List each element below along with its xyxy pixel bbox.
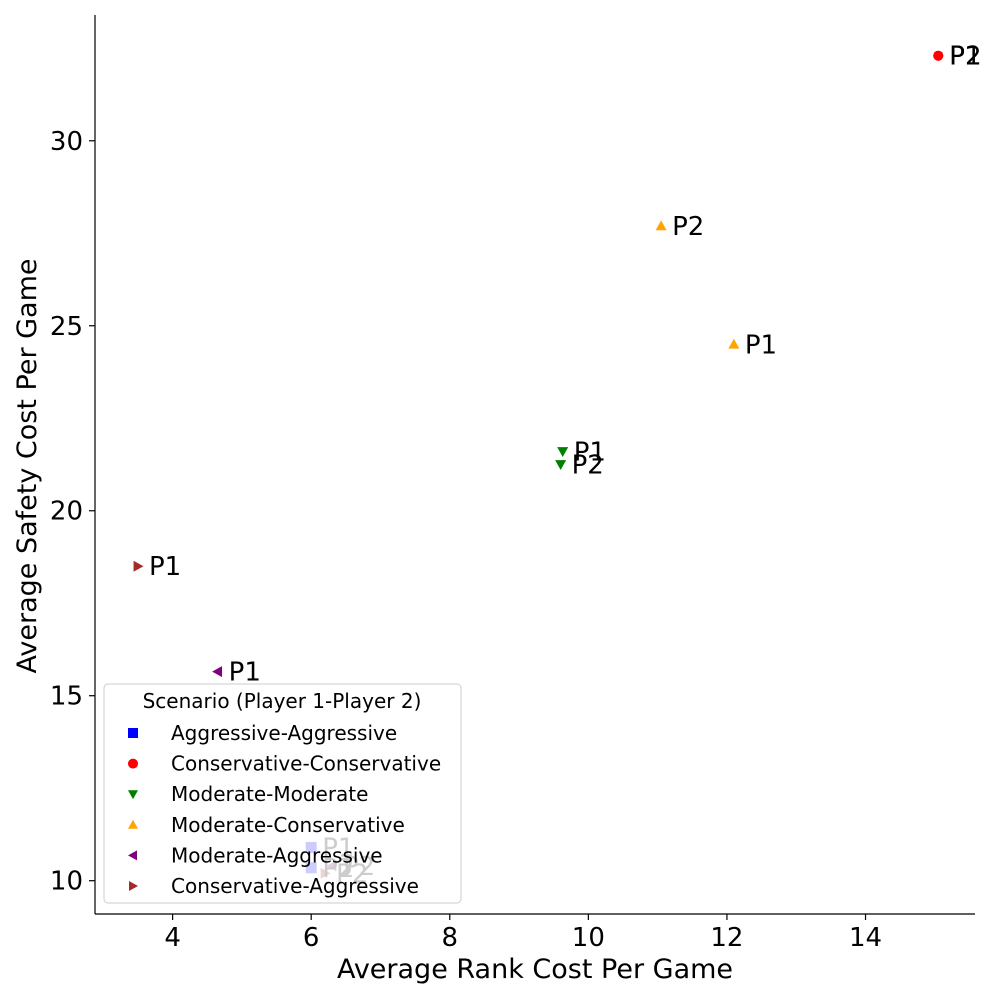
point-label-moderate-conservative-p1: P1 <box>745 330 777 360</box>
data-point-conservative-aggressive-p1 <box>133 560 144 572</box>
x-tick-label: 6 <box>303 923 320 953</box>
point-label-conservative-aggressive-p1: P1 <box>149 552 181 582</box>
legend-entry-conservative-aggressive: Conservative-Aggressive <box>171 874 419 898</box>
legend-items: Aggressive-Aggressive Conservative-Conser… <box>128 721 441 898</box>
data-point-moderate-moderate-p1 <box>557 447 569 458</box>
legend-title: Scenario (Player 1-Player 2) <box>143 689 422 713</box>
legend-marker-moderate-aggressive <box>128 850 137 861</box>
legend-entry-moderate-conservative: Moderate-Conservative <box>171 813 405 837</box>
legend-marker-conservative-aggressive <box>129 881 138 891</box>
y-tick-label: 25 <box>50 312 83 342</box>
x-tick-label: 12 <box>710 923 743 953</box>
point-label-conservative-conservative-p1: P1 <box>949 42 981 72</box>
y-tick-label: 10 <box>50 867 83 897</box>
data-point-moderate-conservative-p1 <box>728 338 740 349</box>
legend-marker-conservative-conservative <box>128 758 138 769</box>
x-tick-label: 14 <box>849 923 882 953</box>
x-axis-label: Average Rank Cost Per Game <box>337 954 733 985</box>
y-tick-label: 15 <box>50 682 83 712</box>
point-label-moderate-conservative-p2: P2 <box>672 212 704 242</box>
y-axis-label: Average Safety Cost Per Game <box>12 258 43 673</box>
point-label-moderate-aggressive-p1: P1 <box>229 658 261 688</box>
data-point-moderate-aggressive-p1 <box>212 666 223 678</box>
legend-marker-moderate-conservative <box>128 819 138 829</box>
legend-marker-aggressive-aggressive <box>128 728 138 738</box>
legend: Scenario (Player 1-Player 2) Aggressive-… <box>103 683 462 904</box>
legend-entry-moderate-moderate: Moderate-Moderate <box>171 782 368 806</box>
y-tick-label: 30 <box>50 127 83 157</box>
y-ticks: 10 15 20 25 30 <box>50 127 95 897</box>
legend-frame <box>103 683 462 904</box>
data-point-moderate-moderate-p2 <box>555 460 567 470</box>
x-tick-label: 10 <box>572 923 605 953</box>
y-tick-label: 20 <box>50 497 83 527</box>
data-point-conservative-conservative-p2 <box>933 50 944 61</box>
point-label-conservative-conservative-p2: P2 <box>949 42 981 72</box>
axes <box>94 15 975 915</box>
legend-entry-moderate-aggressive: Moderate-Aggressive <box>171 843 383 867</box>
x-tick-label: 8 <box>441 923 458 953</box>
point-label-moderate-moderate-p1: P1 <box>574 438 606 468</box>
point-label-moderate-moderate-p2: P2 <box>572 451 604 481</box>
legend-entry-conservative-conservative: Conservative-Conservative <box>171 752 441 776</box>
x-tick-label: 4 <box>164 923 181 953</box>
x-ticks: 4 6 8 10 12 14 <box>164 914 882 953</box>
legend-entry-aggressive-aggressive: Aggressive-Aggressive <box>171 721 397 745</box>
data-point-moderate-conservative-p2 <box>655 220 667 231</box>
legend-marker-moderate-moderate <box>128 790 138 800</box>
